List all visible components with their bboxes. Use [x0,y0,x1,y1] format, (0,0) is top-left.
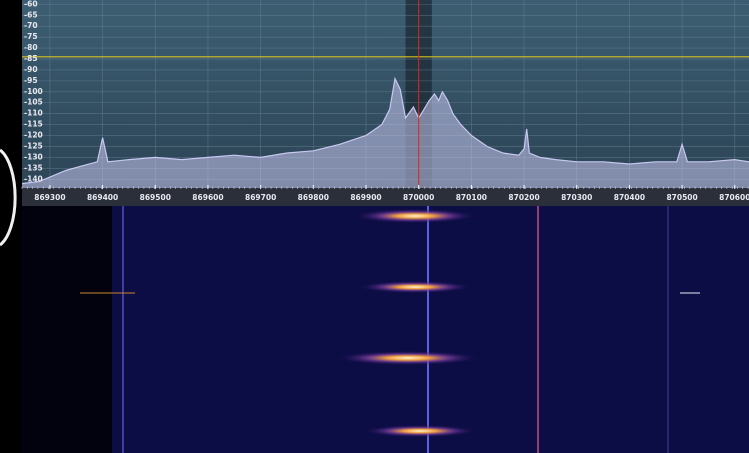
x-tick-label: 870200 [508,193,539,202]
y-tick-label: -110 [24,109,43,118]
signal-burst [365,425,475,437]
y-tick-label: -85 [24,54,38,63]
y-tick-label: -140 [24,174,43,183]
y-tick-label: -75 [24,32,38,41]
x-tick-label: 870500 [666,193,697,202]
y-tick-label: -125 [24,141,43,150]
signal-burst [338,351,478,365]
y-tick-label: -130 [24,152,43,161]
x-tick-label: 870400 [614,193,645,202]
y-tick-label: -105 [24,98,43,107]
y-tick-label: -90 [24,65,38,74]
x-tick-label: 869500 [140,193,171,202]
side-knob [0,148,17,247]
x-tick-label: 870000 [403,193,434,202]
x-tick-label: 870600 [719,193,749,202]
y-tick-label: -120 [24,131,43,140]
x-axis: 869300 869400 869500 869600 869700 869800 8699… [21,185,749,202]
x-tick-label: 870300 [561,193,592,202]
x-tick-label: 869800 [298,193,329,202]
waterfall [22,206,749,453]
frequency-axis [22,188,749,206]
signal-burst [360,281,470,293]
y-tick-label: -70 [24,21,38,30]
y-tick-label: -115 [24,120,43,129]
signal-burst [355,209,475,223]
x-tick-label: 869400 [87,193,118,202]
waterfall-dark [22,206,112,453]
y-tick-label: -95 [24,76,38,85]
spectrum-plot: -60 -65 -70 -75 -80 -85 -90 -95 -100 -105 -110 -115… [22,0,749,188]
x-tick-label: 869600 [192,193,223,202]
y-tick-label: -100 [24,87,43,96]
x-tick-label: 870100 [456,193,487,202]
x-tick-label: 869900 [350,193,381,202]
spectrum-area [22,78,749,188]
y-tick-label: -80 [24,43,38,52]
y-tick-label: -135 [24,163,43,172]
y-tick-label: -60 [24,0,38,8]
y-tick-label: -65 [24,10,38,19]
spectrum-line [22,76,749,185]
x-tick-label: 869700 [245,193,276,202]
x-tick-label: 869300 [34,193,65,202]
waterfall-noise [112,206,749,453]
